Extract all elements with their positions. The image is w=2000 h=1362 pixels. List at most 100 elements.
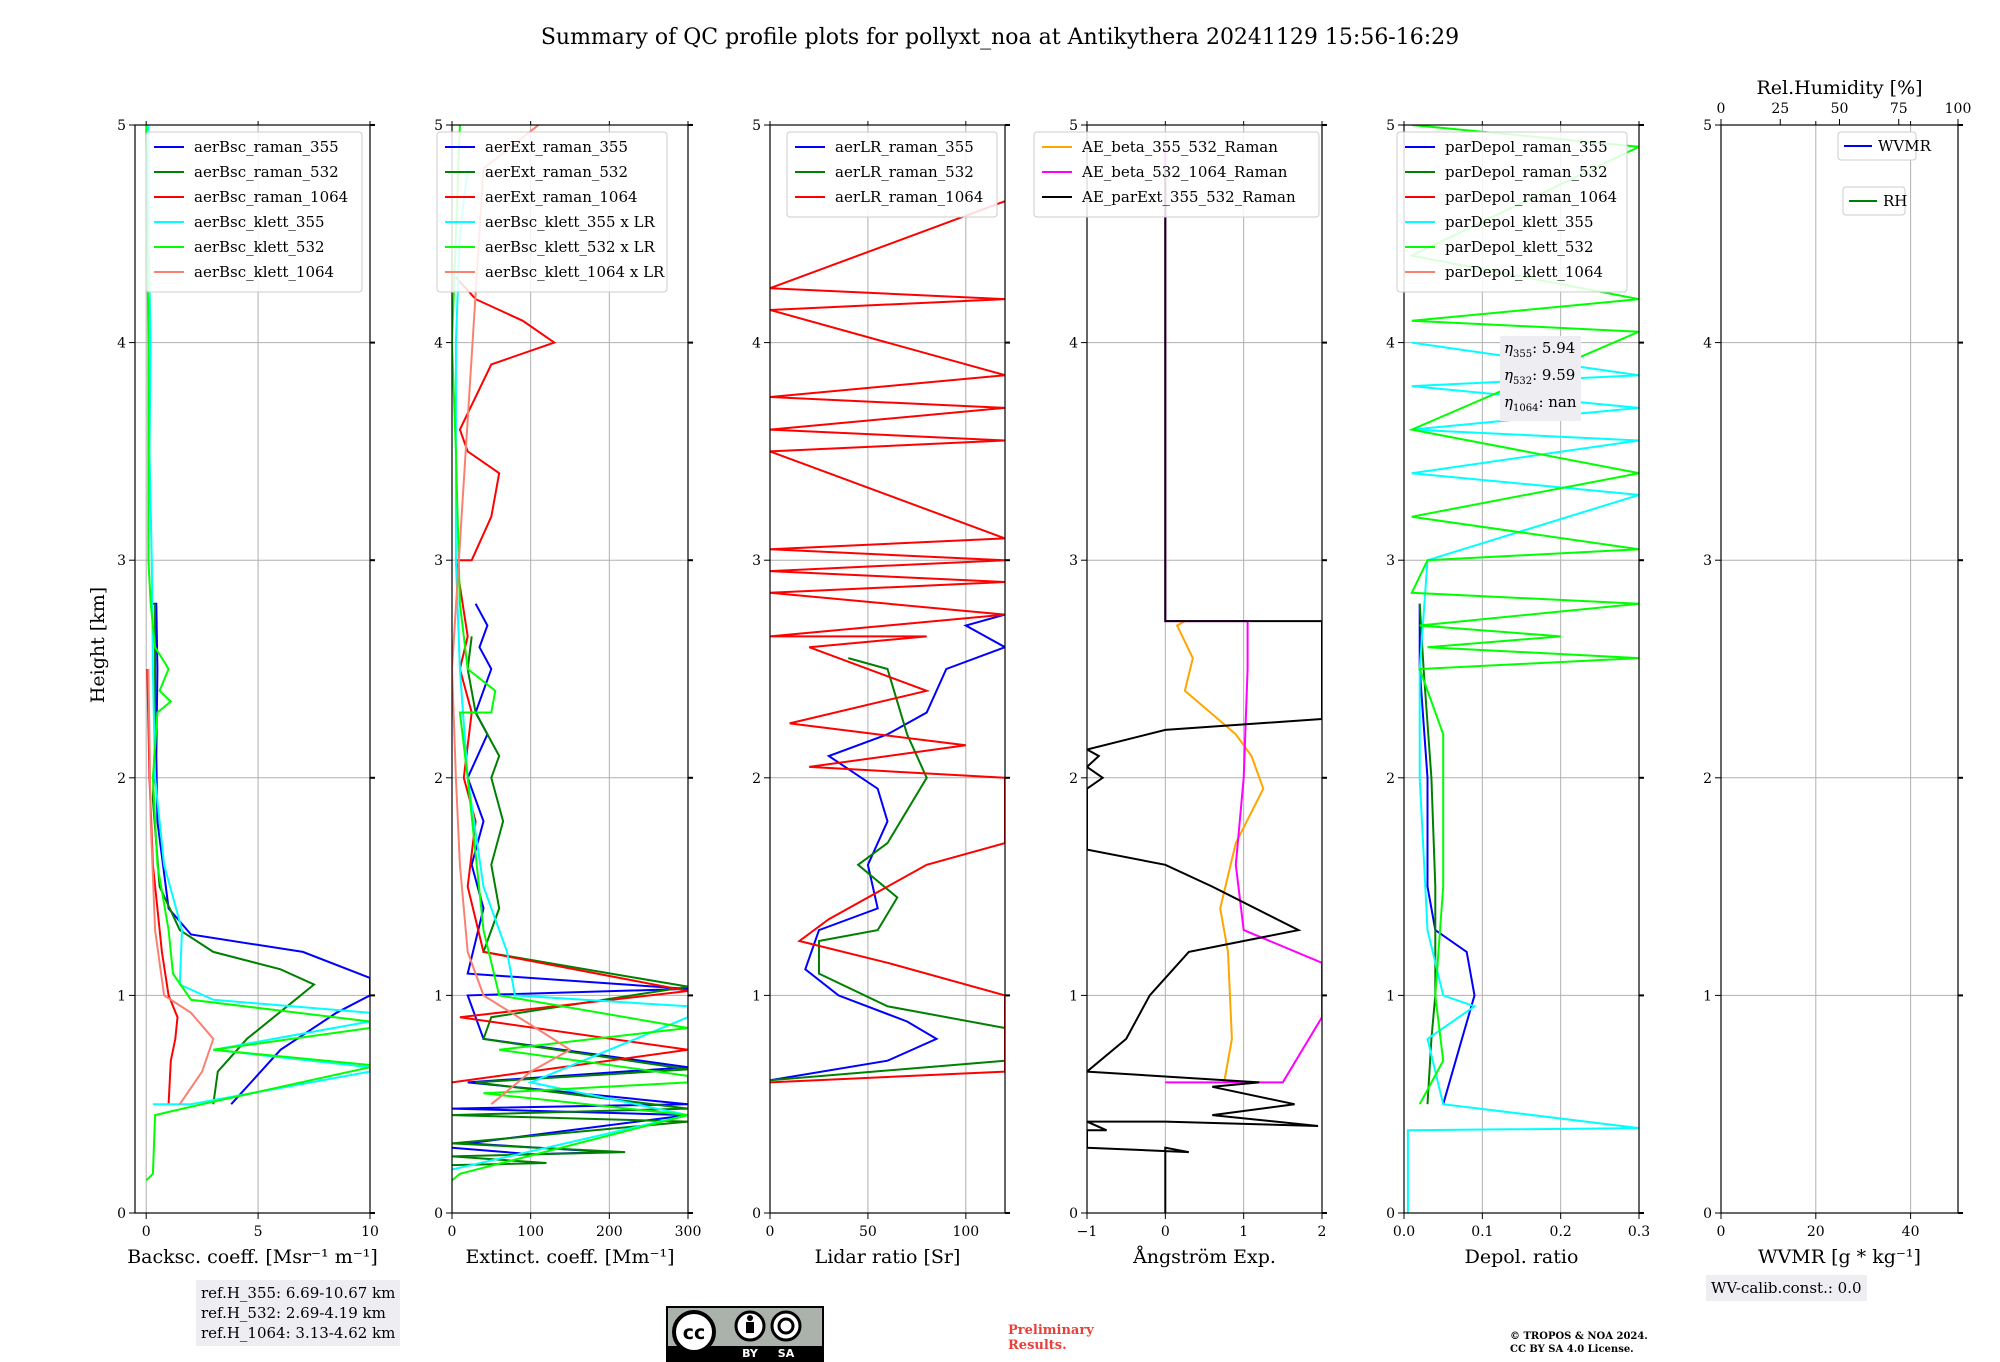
x-tick-label: 0 (1717, 1224, 1726, 1240)
panel-3: 0 50 100 0 1 2 3 4 5 Lidar ratio [Sr] aerLR_raman_… (752, 118, 1010, 1268)
panel-2: 0 100 200 300 0 1 2 3 4 5 Extinct. coeff. [Mm⁻¹] ae… (434, 118, 701, 1268)
x2-tick-label: 25 (1771, 101, 1789, 117)
series-line-aerBsc_klett_355 (147, 125, 370, 1106)
legend-label: aerLR_raman_1064 (835, 188, 983, 206)
legend-label: aerLR_raman_532 (835, 163, 974, 181)
ref-heights-box: ref.H_355: 6.69-10.67 km ref.H_532: 2.69… (196, 1280, 401, 1346)
y-tick-label: 1 (117, 988, 126, 1004)
y-tick-label: 0 (434, 1206, 443, 1222)
y-tick-label: 3 (1703, 553, 1712, 569)
legend-label: aerBsc_klett_355 x LR (485, 213, 656, 231)
series-line-aerExt_raman_1064 (452, 276, 688, 1084)
legend-label: parDepol_klett_355 (1445, 213, 1594, 231)
legend-label: aerBsc_klett_532 x LR (485, 238, 656, 256)
legend-label: parDepol_raman_355 (1445, 138, 1608, 156)
x-tick-label: 300 (675, 1224, 702, 1240)
legend-label: aerBsc_klett_1064 x LR (485, 263, 665, 281)
x2-axis-label: Rel.Humidity [%] (1756, 77, 1922, 99)
y-tick-label: 4 (117, 336, 126, 352)
x-tick-label: 0 (142, 1224, 151, 1240)
legend-label: aerExt_raman_355 (485, 138, 628, 156)
axes-frame (1086, 124, 1323, 1214)
y-tick-label: 2 (434, 771, 443, 787)
legend-label: aerLR_raman_355 (835, 138, 974, 156)
y-tick-label: 5 (752, 118, 761, 134)
legend-label: aerBsc_klett_532 (194, 238, 325, 256)
series-line-parDepol_raman_355 (1418, 603, 1476, 1105)
y-tick-label: 4 (1386, 336, 1395, 352)
legend-label: AE_beta_355_532_Raman (1081, 138, 1278, 156)
wv-calib-box: WV-calib.const.: 0.0 (1706, 1275, 1867, 1301)
x-tick-label: 20 (1807, 1224, 1825, 1240)
x-tick-label: 2 (1318, 1224, 1327, 1240)
legend-label: parDepol_klett_1064 (1445, 263, 1603, 281)
x-tick-label: 0 (1161, 1224, 1170, 1240)
x-axis-label: Lidar ratio [Sr] (815, 1246, 961, 1268)
x-axis-label: Depol. ratio (1465, 1246, 1579, 1268)
ref-height-355: ref.H_355: 6.69-10.67 km (201, 1284, 396, 1302)
series-line-aerLR_raman_1064 (770, 200, 1005, 1084)
x-tick-label: 100 (517, 1224, 544, 1240)
series-line-aerBsc_klett_355 x LR (452, 168, 688, 1171)
y-tick-label: 5 (117, 118, 126, 134)
cc-license-badge: cc BY SA (666, 1306, 824, 1362)
ref-height-532: ref.H_532: 2.69-4.19 km (201, 1304, 386, 1322)
y-tick-label: 1 (434, 988, 443, 1004)
x-tick-label: 200 (596, 1224, 623, 1240)
y-tick-label: 3 (117, 553, 126, 569)
legend-label: aerBsc_raman_1064 (194, 188, 348, 206)
panel-4: −1 0 1 2 0 1 2 3 4 5 Ångström Exp. AE_beta_355_532_… (1033, 118, 1327, 1268)
series-line-aerLR_raman_355 (770, 613, 1005, 1082)
legend-label: parDepol_klett_532 (1445, 238, 1594, 256)
legend-label: AE_beta_532_1064_Raman (1081, 163, 1288, 181)
legend-box (1396, 131, 1628, 293)
x2-tick-label: 100 (1945, 101, 1972, 117)
legend-label: aerBsc_klett_1064 (194, 263, 334, 281)
y-tick-label: 1 (752, 988, 761, 1004)
y-tick-label: 0 (1069, 1206, 1078, 1222)
y-tick-label: 5 (1069, 118, 1078, 134)
x-axis-label: Backsc. coeff. [Msr⁻¹ m⁻¹] (127, 1246, 378, 1268)
series-line-aerExt_raman_355 (452, 603, 688, 1156)
x-tick-label: 0.0 (1393, 1224, 1415, 1240)
axes-frame (769, 124, 1006, 1214)
x-tick-label: 10 (361, 1224, 379, 1240)
y-tick-label: 0 (1703, 1206, 1712, 1222)
axes-frame (1403, 124, 1640, 1214)
y-tick-label: 3 (434, 553, 443, 569)
legend-label: aerBsc_raman_532 (194, 163, 339, 181)
y-tick-label: 1 (1386, 988, 1395, 1004)
series-line-aerBsc_klett_532 (145, 125, 370, 1182)
series-line-aerBsc_raman_1064 (146, 668, 179, 1105)
y-tick-label: 4 (1069, 336, 1078, 352)
legend-label: RH (1883, 192, 1907, 210)
x-tick-label: 5 (254, 1224, 263, 1240)
x-tick-label: 1 (1239, 1224, 1248, 1240)
x-tick-label: −1 (1077, 1224, 1098, 1240)
series-line-aerBsc_klett_1064 (147, 668, 215, 1105)
ref-height-1064: ref.H_1064: 3.13-4.62 km (201, 1324, 396, 1342)
eta-box: η355: 5.94 η532: 9.59 η1064: nan (1500, 336, 1581, 421)
y-tick-label: 3 (752, 553, 761, 569)
copyright-note: © TROPOS & NOA 2024. CC BY SA 4.0 Licens… (1510, 1331, 1648, 1355)
figure-title: Summary of QC profile plots for pollyxt_… (541, 25, 1459, 50)
series-line-AE_parExt_355_532_Raman (1087, 168, 1322, 1213)
legend-label: aerBsc_klett_355 (194, 213, 325, 231)
legend-label: aerExt_raman_1064 (485, 188, 638, 206)
x-tick-label: 100 (952, 1224, 979, 1240)
axes-frame (1720, 124, 1959, 1214)
x-tick-label: 0 (766, 1224, 775, 1240)
series-line-AE_beta_355_532_Raman (1175, 620, 1265, 1083)
x-tick-label: 40 (1902, 1224, 1920, 1240)
height-axis-label: Height [km] (87, 587, 109, 703)
series-group (1087, 146, 1322, 1213)
y-tick-label: 1 (1069, 988, 1078, 1004)
wv-calib-text: WV-calib.const.: 0.0 (1711, 1279, 1862, 1297)
y-tick-label: 2 (1386, 771, 1395, 787)
legend-label: parDepol_raman_532 (1445, 163, 1608, 181)
series-group (452, 125, 688, 1182)
axes-frame (451, 124, 689, 1214)
x-tick-label: 0 (448, 1224, 457, 1240)
legend-label: parDepol_raman_1064 (1445, 188, 1617, 206)
